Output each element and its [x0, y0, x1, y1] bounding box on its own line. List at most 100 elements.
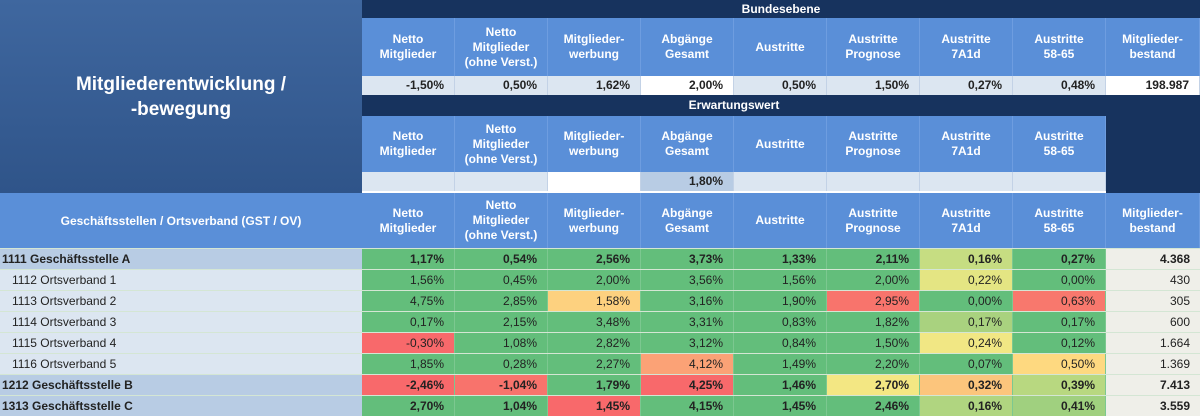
- row-label[interactable]: 1313 Geschäftsstelle C: [0, 396, 362, 416]
- row-label[interactable]: 1111 Geschäftsstelle A: [0, 249, 362, 269]
- value-cell[interactable]: [362, 172, 455, 191]
- row-label[interactable]: 1115 Ortsverband 4: [0, 333, 362, 353]
- data-cell[interactable]: 1,90%: [734, 291, 827, 311]
- data-cell[interactable]: 2,00%: [548, 270, 641, 290]
- data-cell[interactable]: 1.369: [1106, 354, 1200, 374]
- data-cell[interactable]: 3,56%: [641, 270, 734, 290]
- data-cell[interactable]: 0,24%: [920, 333, 1013, 353]
- row-label[interactable]: 1212 Geschäftsstelle B: [0, 375, 362, 395]
- data-cell[interactable]: 1,45%: [548, 396, 641, 416]
- data-cell[interactable]: 3.559: [1106, 396, 1200, 416]
- data-cell[interactable]: 4,25%: [641, 375, 734, 395]
- value-cell[interactable]: [920, 172, 1013, 191]
- value-cell[interactable]: 0,50%: [455, 76, 548, 95]
- data-cell[interactable]: 2,15%: [455, 312, 548, 332]
- data-cell[interactable]: 1,45%: [734, 396, 827, 416]
- sheet-title: Mitgliederentwicklung / -bewegung: [0, 0, 362, 193]
- value-cell[interactable]: [827, 172, 920, 191]
- data-cell[interactable]: 4,12%: [641, 354, 734, 374]
- data-cell[interactable]: 0,17%: [920, 312, 1013, 332]
- value-cell[interactable]: 0,27%: [920, 76, 1013, 95]
- data-cell[interactable]: 0,54%: [455, 249, 548, 269]
- value-cell[interactable]: 1,62%: [548, 76, 641, 95]
- value-cell[interactable]: [455, 172, 548, 191]
- data-cell[interactable]: 7.413: [1106, 375, 1200, 395]
- data-cell[interactable]: 0,00%: [1013, 270, 1106, 290]
- value-cell[interactable]: 1,50%: [827, 76, 920, 95]
- data-cell[interactable]: 305: [1106, 291, 1200, 311]
- data-cell[interactable]: 2,11%: [827, 249, 920, 269]
- value-cell[interactable]: [1013, 172, 1106, 191]
- data-cell[interactable]: 0,50%: [1013, 354, 1106, 374]
- data-cell[interactable]: 1,46%: [734, 375, 827, 395]
- data-cell[interactable]: 2,56%: [548, 249, 641, 269]
- data-cell[interactable]: 3,48%: [548, 312, 641, 332]
- data-cell[interactable]: 2,85%: [455, 291, 548, 311]
- data-cell[interactable]: 0,84%: [734, 333, 827, 353]
- data-cell[interactable]: 1,56%: [362, 270, 455, 290]
- value-cell[interactable]: 0,48%: [1013, 76, 1106, 95]
- data-cell[interactable]: 0,32%: [920, 375, 1013, 395]
- data-cell[interactable]: 0,39%: [1013, 375, 1106, 395]
- value-cell[interactable]: [734, 172, 827, 191]
- data-cell[interactable]: 1.664: [1106, 333, 1200, 353]
- value-cell[interactable]: 198.987: [1106, 76, 1200, 95]
- data-cell[interactable]: 1,33%: [734, 249, 827, 269]
- data-cell[interactable]: 0,83%: [734, 312, 827, 332]
- data-cell[interactable]: 1,58%: [548, 291, 641, 311]
- value-cell[interactable]: 0,50%: [734, 76, 827, 95]
- data-cell[interactable]: 3,73%: [641, 249, 734, 269]
- data-cell[interactable]: -2,46%: [362, 375, 455, 395]
- data-cell[interactable]: 0,16%: [920, 396, 1013, 416]
- data-cell[interactable]: 1,17%: [362, 249, 455, 269]
- data-cell[interactable]: 0,41%: [1013, 396, 1106, 416]
- data-cell[interactable]: 4,15%: [641, 396, 734, 416]
- data-cell[interactable]: 3,12%: [641, 333, 734, 353]
- data-cell[interactable]: 600: [1106, 312, 1200, 332]
- data-cell[interactable]: 0,16%: [920, 249, 1013, 269]
- data-cell[interactable]: 1,04%: [455, 396, 548, 416]
- data-cell[interactable]: 0,12%: [1013, 333, 1106, 353]
- data-cell[interactable]: 2,70%: [827, 375, 920, 395]
- data-cell[interactable]: 4.368: [1106, 249, 1200, 269]
- data-cell[interactable]: 2,95%: [827, 291, 920, 311]
- value-cell[interactable]: 1,80%: [641, 172, 734, 191]
- data-cell[interactable]: 0,00%: [920, 291, 1013, 311]
- data-cell[interactable]: 4,75%: [362, 291, 455, 311]
- data-cell[interactable]: 2,70%: [362, 396, 455, 416]
- data-cell[interactable]: 0,17%: [362, 312, 455, 332]
- data-cell[interactable]: 3,16%: [641, 291, 734, 311]
- data-cell[interactable]: 430: [1106, 270, 1200, 290]
- data-cell[interactable]: 1,85%: [362, 354, 455, 374]
- data-cell[interactable]: 2,20%: [827, 354, 920, 374]
- row-label[interactable]: 1114 Ortsverband 3: [0, 312, 362, 332]
- data-cell[interactable]: 0,63%: [1013, 291, 1106, 311]
- erwartungswert-header-row: Netto Mitglieder Netto Mitglieder (ohne V…: [362, 116, 1106, 172]
- row-label[interactable]: 1113 Ortsverband 2: [0, 291, 362, 311]
- data-cell[interactable]: 1,08%: [455, 333, 548, 353]
- data-cell[interactable]: 2,46%: [827, 396, 920, 416]
- data-cell[interactable]: 0,07%: [920, 354, 1013, 374]
- data-cell[interactable]: 1,49%: [734, 354, 827, 374]
- data-cell[interactable]: -1,04%: [455, 375, 548, 395]
- data-cell[interactable]: 1,56%: [734, 270, 827, 290]
- data-cell[interactable]: 2,00%: [827, 270, 920, 290]
- row-label[interactable]: 1116 Ortsverband 5: [0, 354, 362, 374]
- data-cell[interactable]: 3,31%: [641, 312, 734, 332]
- data-cell[interactable]: 2,82%: [548, 333, 641, 353]
- value-cell[interactable]: -1,50%: [362, 76, 455, 95]
- data-cell[interactable]: 0,22%: [920, 270, 1013, 290]
- value-cell[interactable]: 2,00%: [641, 76, 734, 95]
- data-cell[interactable]: 0,28%: [455, 354, 548, 374]
- data-cell[interactable]: 1,50%: [827, 333, 920, 353]
- data-cell[interactable]: 0,17%: [1013, 312, 1106, 332]
- data-cell[interactable]: 2,27%: [548, 354, 641, 374]
- row-label[interactable]: 1112 Ortsverband 1: [0, 270, 362, 290]
- data-cell[interactable]: 1,79%: [548, 375, 641, 395]
- column-header: Austritte 58-65: [1013, 193, 1106, 248]
- value-cell[interactable]: [548, 172, 641, 191]
- data-cell[interactable]: -0,30%: [362, 333, 455, 353]
- data-cell[interactable]: 0,27%: [1013, 249, 1106, 269]
- data-cell[interactable]: 1,82%: [827, 312, 920, 332]
- data-cell[interactable]: 0,45%: [455, 270, 548, 290]
